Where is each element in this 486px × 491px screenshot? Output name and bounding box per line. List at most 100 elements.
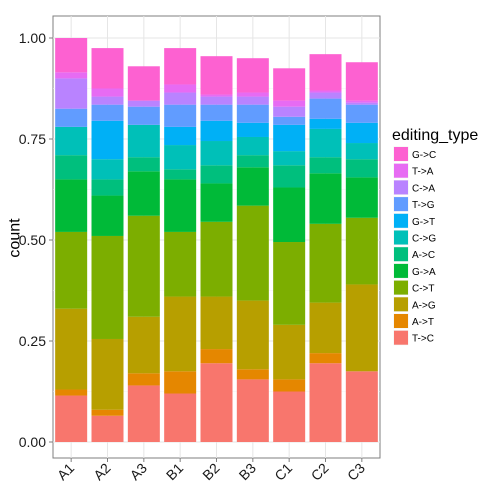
bar-segment: [164, 48, 197, 85]
legend: G->C T->A C->A T->G G->T C->G A->C G->A C->T A->G…: [392, 145, 436, 347]
legend-label: A->C: [412, 250, 435, 261]
bar-segment: [55, 308, 88, 390]
legend-swatch: [394, 330, 408, 345]
bar-segment: [345, 104, 378, 123]
bar-segment: [127, 171, 160, 216]
bar-segment: [55, 231, 88, 309]
legend-swatch: [394, 213, 408, 228]
legend-item: T->C: [392, 329, 434, 347]
bar-segment: [55, 38, 88, 73]
bar-segment: [273, 68, 306, 101]
bar-segment: [127, 124, 160, 158]
legend-swatch: [394, 147, 408, 161]
legend-label: A->T: [412, 317, 434, 328]
bar-segment: [309, 353, 342, 364]
bar-segment: [55, 78, 88, 109]
bar-segment: [200, 183, 233, 222]
legend-swatch: [394, 247, 408, 262]
bar-segment: [127, 100, 160, 107]
bar-segment: [91, 159, 124, 180]
legend-label: C->A: [412, 183, 435, 194]
bar-segment: [91, 409, 124, 416]
bar-segment: [127, 106, 160, 125]
legend-item: T->A: [392, 162, 434, 180]
bar-segment: [164, 126, 197, 146]
legend-swatch: [394, 197, 408, 212]
legend-swatch: [394, 163, 408, 178]
legend-item: G->C: [392, 145, 436, 163]
bar-segment: [127, 373, 160, 386]
bar-segment: [273, 124, 306, 152]
x-tick-label: B3: [236, 460, 260, 484]
bar-segment: [127, 316, 160, 374]
bar-segment: [164, 104, 197, 127]
bar-segment: [273, 100, 306, 107]
legend-item: C->A: [392, 178, 435, 196]
bar-segment: [273, 106, 306, 117]
bar-segment: [164, 393, 197, 442]
bar-segment: [91, 88, 124, 97]
y-axis-title: count: [7, 218, 24, 258]
bars: [55, 38, 378, 442]
bar-segment: [91, 120, 124, 160]
legend-item: G->A: [392, 262, 436, 280]
bar-segment: [127, 66, 160, 101]
bar-segment: [236, 136, 269, 156]
bar-segment: [273, 242, 306, 325]
bar-segment: [309, 157, 342, 174]
bar-segment: [309, 54, 342, 91]
bar-segment: [236, 58, 269, 93]
bar-segment: [236, 300, 269, 370]
bar-segment: [55, 126, 88, 156]
y-tick-label: 1.00: [19, 30, 46, 46]
bar-segment: [91, 179, 124, 196]
x-tick-label: B1: [163, 460, 187, 484]
bar-segment: [273, 165, 306, 188]
y-axis: 0.00 0.25 0.50 0.75 1.00: [19, 30, 53, 450]
bar-segment: [91, 195, 124, 236]
bar-segment: [91, 48, 124, 89]
bar-segment: [200, 221, 233, 297]
legend-swatch: [394, 314, 408, 328]
bar-segment: [164, 231, 197, 297]
bar-segment: [309, 118, 342, 129]
legend-item: A->C: [392, 245, 435, 263]
bar-segment: [200, 349, 233, 364]
bar-segment: [273, 187, 306, 243]
bar-segment: [236, 155, 269, 168]
bar-segment: [200, 363, 233, 442]
bar-segment: [164, 296, 197, 372]
bar-segment: [273, 116, 306, 125]
legend-item: G->T: [392, 212, 435, 230]
legend-item: C->G: [392, 229, 436, 246]
legend-swatch: [394, 180, 408, 195]
legend-label: C->T: [412, 284, 435, 295]
bar-segment: [273, 391, 306, 442]
bar-segment: [164, 169, 197, 180]
bar-segment: [91, 415, 124, 442]
legend-item: T->G: [392, 195, 435, 213]
bar-segment: [309, 173, 342, 224]
bar-segment: [309, 90, 342, 93]
y-tick-label: 0.25: [19, 333, 46, 349]
x-axis: A1 A2 A3 B1 B2 B3 C1 C2 C3: [54, 458, 368, 484]
bar-segment: [200, 165, 233, 184]
legend-label: A->G: [412, 300, 436, 311]
bar-segment: [91, 338, 124, 410]
bar-segment: [127, 385, 160, 442]
bar-segment: [309, 128, 342, 158]
bar-segment: [164, 371, 197, 394]
bar-segment: [345, 62, 378, 101]
bar-segment: [345, 177, 378, 218]
bar-segment: [345, 217, 378, 285]
x-tick-label: C3: [344, 460, 368, 484]
legend-label: G->A: [412, 267, 436, 278]
legend-item: C->T: [392, 279, 435, 297]
bar-segment: [309, 92, 342, 99]
bar-segment: [345, 100, 378, 103]
bar-segment: [236, 92, 269, 97]
bar-segment: [164, 145, 197, 170]
legend-swatch: [394, 263, 408, 278]
bar-segment: [236, 167, 269, 206]
bar-segment: [55, 72, 88, 79]
